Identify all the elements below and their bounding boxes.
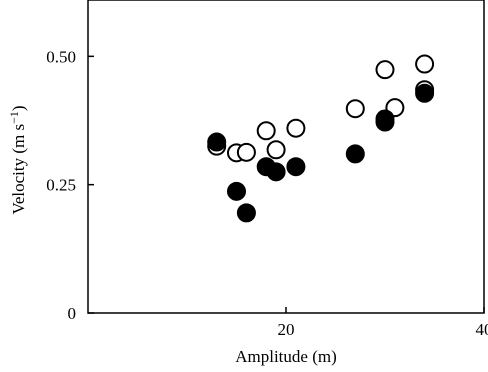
- y-tick-label-1: 0.25: [46, 176, 76, 195]
- tick-labels: 20 40 0 0.25 0.50: [46, 47, 488, 339]
- y-axis-title-superscript: −1: [7, 111, 21, 124]
- filled-point-5: [286, 157, 306, 177]
- open-point-2: [236, 142, 256, 162]
- open-point-5: [286, 118, 306, 138]
- y-axis-title-close: ): [9, 105, 28, 111]
- open-point-3: [256, 121, 276, 141]
- y-axis-title: Velocity (m s−1): [7, 105, 28, 214]
- filled-point-2: [236, 203, 256, 223]
- open-point-6: [345, 99, 365, 119]
- filled-point-1: [227, 181, 246, 201]
- y-tick-label-2: 0.50: [46, 47, 76, 66]
- axis-ticks: [88, 55, 485, 314]
- y-axis-title-main: Velocity (m s: [9, 124, 28, 215]
- x-tick-label-1: 40: [476, 320, 488, 339]
- filled-point-8: [375, 109, 395, 129]
- filled-point-9: [415, 83, 435, 103]
- x-axis-title: Amplitude (m): [235, 347, 337, 366]
- filled-point-0: [207, 132, 227, 152]
- open-point-4: [266, 140, 286, 160]
- open-point-7: [375, 60, 395, 80]
- open-point-9: [415, 54, 435, 74]
- filled-point-6: [345, 144, 365, 164]
- x-tick-label-0: 20: [278, 320, 295, 339]
- plot-frame: [87, 0, 485, 314]
- y-tick-label-0: 0: [68, 304, 77, 323]
- data-points: [207, 54, 435, 223]
- filled-point-4: [266, 162, 286, 182]
